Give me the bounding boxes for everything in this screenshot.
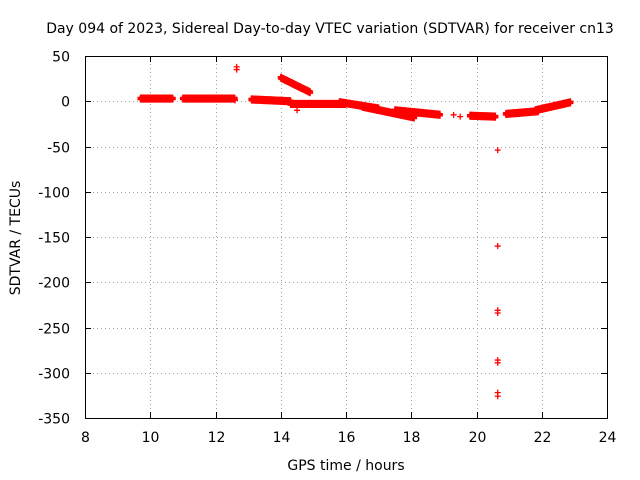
data-point bbox=[494, 359, 501, 366]
data-point bbox=[494, 393, 501, 400]
data-point bbox=[567, 100, 574, 107]
y-tick-label: -50 bbox=[47, 141, 70, 157]
x-tick-label: 22 bbox=[534, 430, 552, 446]
data-point bbox=[169, 96, 176, 103]
data-point bbox=[494, 310, 501, 317]
data-point bbox=[494, 147, 501, 154]
y-tick-label: -150 bbox=[38, 231, 70, 247]
plot-frame bbox=[85, 56, 608, 419]
x-tick-label: 14 bbox=[273, 430, 291, 446]
y-tick-label: -200 bbox=[38, 276, 70, 292]
y-tick-label: 50 bbox=[52, 50, 70, 66]
axis-ticks: 8 10 12 14 16 18 20 22 24 50 0 -50 -100 -150 -200 -250 -… bbox=[38, 50, 616, 447]
data-points bbox=[137, 63, 574, 400]
x-tick-label: 20 bbox=[469, 430, 487, 446]
x-tick-label: 8 bbox=[81, 430, 90, 446]
y-tick-label: -250 bbox=[38, 322, 70, 338]
y-tick-label: -300 bbox=[38, 367, 70, 383]
x-tick-label: 24 bbox=[599, 430, 617, 446]
data-point bbox=[232, 97, 239, 104]
data-point bbox=[411, 115, 418, 122]
chart-title: Day 094 of 2023, Sidereal Day-to-day VTE… bbox=[46, 21, 614, 37]
x-axis-label: GPS time / hours bbox=[287, 458, 404, 474]
data-point bbox=[294, 107, 301, 114]
x-tick-label: 18 bbox=[403, 430, 421, 446]
data-point bbox=[436, 112, 443, 119]
grid-lines bbox=[85, 56, 607, 418]
y-tick-label: -100 bbox=[38, 186, 70, 202]
data-point bbox=[233, 66, 240, 73]
x-tick-label: 12 bbox=[208, 430, 226, 446]
y-tick-label: -350 bbox=[38, 412, 70, 428]
y-axis-label: SDTVAR / TECUs bbox=[8, 181, 24, 296]
data-point bbox=[492, 114, 499, 121]
data-point bbox=[457, 113, 464, 120]
data-point bbox=[494, 243, 501, 250]
data-point bbox=[307, 90, 314, 97]
x-tick-label: 16 bbox=[338, 430, 356, 446]
y-tick-label: 0 bbox=[61, 95, 70, 111]
x-tick-label: 10 bbox=[142, 430, 160, 446]
data-point bbox=[450, 111, 457, 118]
